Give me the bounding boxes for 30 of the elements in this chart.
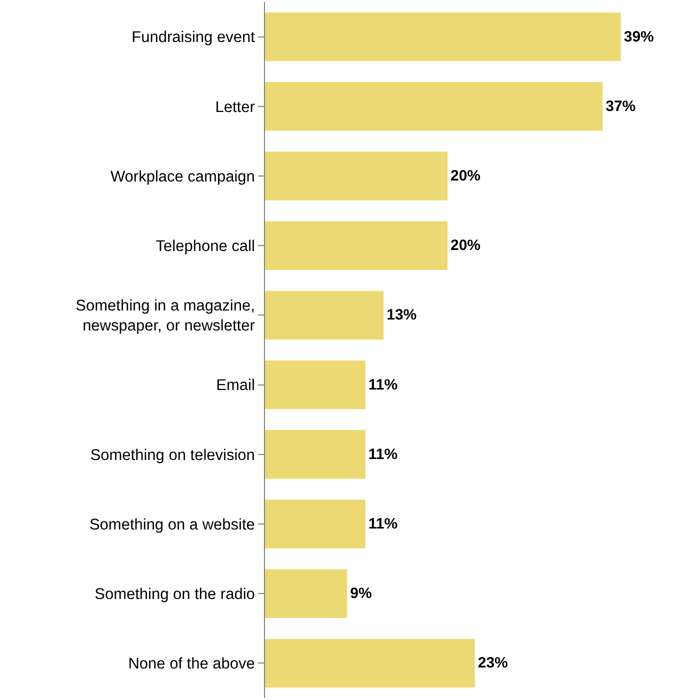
y-tick-label: Letter: [215, 98, 255, 116]
bar: [265, 221, 448, 270]
data-label: 37%: [606, 98, 636, 115]
bar: [265, 638, 475, 688]
y-tick-label: Email: [216, 377, 255, 394]
data-label: 11%: [368, 516, 398, 532]
bar: [265, 290, 384, 340]
data-label: 13%: [386, 306, 417, 324]
y-tick-label: Something on the radio: [94, 586, 255, 604]
data-label: 23%: [478, 654, 508, 672]
y-tick-label: Workplace campaign: [110, 168, 255, 186]
bar: [265, 82, 603, 131]
bar: [265, 360, 366, 410]
bar: [265, 569, 348, 618]
bar: [265, 500, 366, 548]
y-tick-label: Something on a website: [89, 516, 255, 534]
data-label: 9%: [350, 585, 372, 602]
data-label: 11%: [368, 376, 398, 394]
data-label: 20%: [450, 237, 481, 254]
bar: [265, 12, 621, 62]
data-label: 11%: [368, 446, 398, 463]
y-tick-label: Something in a magazine, newspaper, or newsletter: [76, 298, 255, 335]
bar: [265, 152, 448, 200]
y-tick-label: Telephone call: [156, 238, 255, 256]
bar: [265, 430, 366, 479]
y-tick-label: Fundraising event: [132, 29, 256, 46]
data-label: 39%: [624, 28, 654, 46]
data-label: 20%: [450, 168, 481, 184]
y-tick-label: Something on television: [90, 446, 255, 464]
y-tick-label: None of the above: [128, 656, 255, 673]
